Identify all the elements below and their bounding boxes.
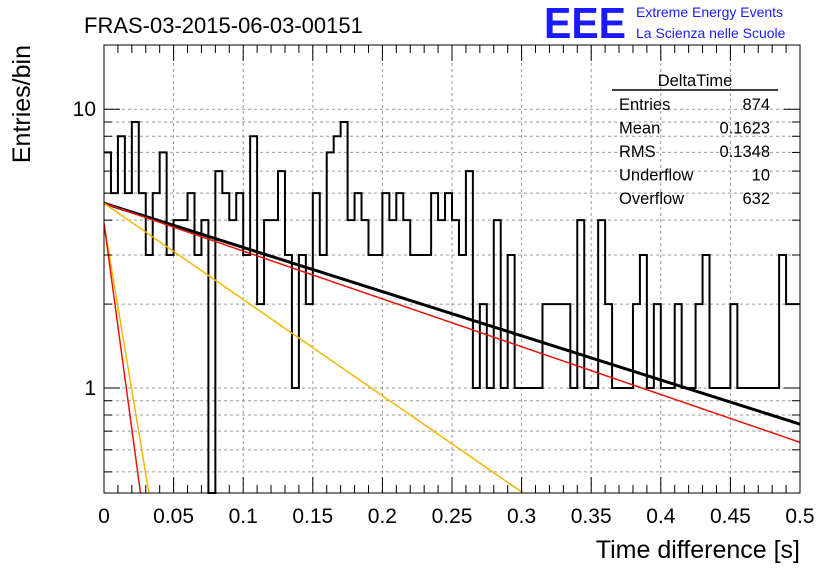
grid [104,45,800,493]
x-tick-label: 0.3 [507,505,536,528]
x-tick-label: 0.1 [229,505,258,528]
stats-label: Overflow [619,190,684,208]
stats-value: 10 [752,167,770,185]
y-axis-title: Entries/bin [8,45,36,163]
x-tick-label: 0 [98,505,110,528]
fit-curves [104,201,800,493]
fit-curve [104,202,800,444]
x-tick-label: 0.15 [292,505,333,528]
axis-ticks [103,45,801,493]
y-tick-labels: 1 10 [73,98,96,400]
y-tick-label: 1 [84,377,96,400]
stats-value: 632 [742,190,770,208]
x-tick-label: 0.35 [571,505,612,528]
stats-value: 0.1348 [720,143,770,161]
x-axis-title: Time difference [s] [596,536,800,564]
stats-label: Mean [619,120,660,138]
eee-logo: EEE Extreme Energy Events La Scienza nel… [544,0,786,48]
x-tick-label: 0.5 [785,505,814,528]
stats-label: Underflow [619,167,693,185]
fit-curve [104,201,800,426]
eee-logo-text: EEE [544,0,626,48]
stats-box-title: DeltaTime [658,72,733,90]
eee-logo-line1: Extreme Energy Events [636,4,783,20]
x-tick-label: 0.05 [153,505,194,528]
stats-label: RMS [619,143,656,161]
stats-rows: Entries 874 Mean 0.1623 RMS 0.1348 Underflow 10… [619,96,770,208]
x-tick-label: 0.4 [646,505,676,528]
stats-box: DeltaTime Entries 874 Mean 0.1623 RMS 0.1348 U… [612,72,778,208]
x-tick-labels: 0 0.05 0.1 0.15 0.2 0.25 0.3 0.35 0.4 0.45 0.5 [98,505,814,528]
chart-title: FRAS-03-2015-06-03-00151 [84,13,363,38]
x-tick-label: 0.25 [432,505,473,528]
eee-logo-line2: La Scienza nelle Scuole [636,25,786,41]
stats-label: Entries [619,96,670,114]
fit-curve [104,223,142,493]
fit-curve [104,202,525,493]
x-tick-label: 0.2 [368,505,397,528]
stats-value: 874 [742,96,770,114]
stats-value: 0.1623 [720,120,770,138]
x-tick-label: 0.45 [710,505,751,528]
fit-curve [104,223,150,493]
y-tick-label: 10 [73,98,96,121]
